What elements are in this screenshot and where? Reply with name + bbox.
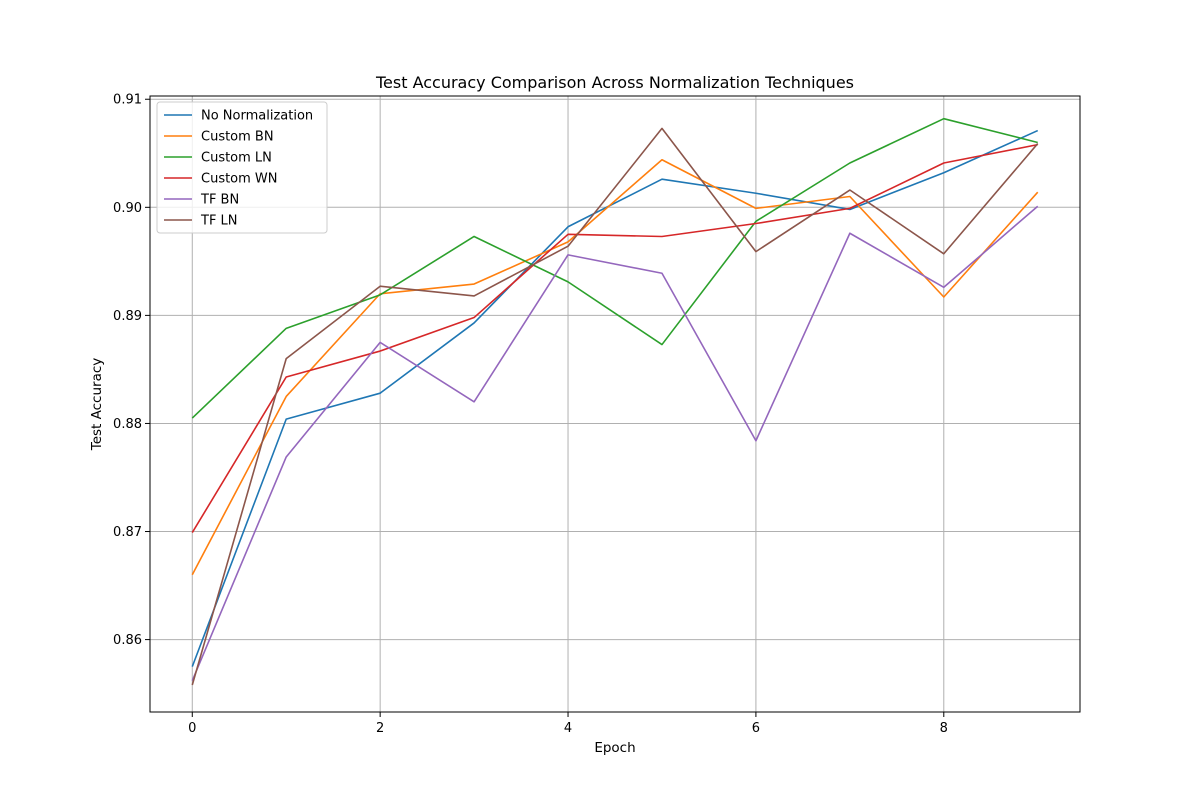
plot-frame bbox=[149, 95, 1081, 713]
y-tick-label: 0.86 bbox=[113, 633, 142, 648]
legend-label: TF BN bbox=[200, 193, 239, 208]
series-line-custom-ln bbox=[191, 117, 1038, 419]
y-tick-label: 0.90 bbox=[113, 201, 142, 216]
legend-label: TF LN bbox=[200, 214, 238, 229]
legend-label: Custom LN bbox=[201, 151, 272, 166]
x-tick-label: 2 bbox=[376, 721, 384, 736]
series-line-custom-wn bbox=[191, 143, 1038, 534]
series-line-custom-bn bbox=[191, 158, 1039, 576]
series-line-no-normalization bbox=[191, 129, 1039, 667]
axis-ticks: 0 2 4 6 8 0.86 0.87 0.88 0.89 0.90 0.91 bbox=[113, 93, 948, 736]
chart-title: Test Accuracy Comparison Across Normaliz… bbox=[375, 73, 854, 92]
x-tick-label: 8 bbox=[940, 721, 948, 736]
legend-box bbox=[156, 101, 328, 234]
y-tick-label: 0.87 bbox=[113, 525, 142, 540]
x-tick-label: 4 bbox=[564, 721, 572, 736]
x-tick-label: 6 bbox=[752, 721, 760, 736]
legend-label: Custom WN bbox=[201, 172, 278, 187]
series-lines bbox=[191, 117, 1039, 686]
grid bbox=[150, 96, 1080, 712]
series-line-tf-ln bbox=[191, 127, 1039, 686]
y-axis-label: Test Accuracy bbox=[89, 358, 105, 452]
legend: No Normalization Custom BN Custom LN Custom… bbox=[156, 101, 328, 234]
x-tick-label: 0 bbox=[188, 721, 196, 736]
y-tick-label: 0.88 bbox=[113, 417, 142, 432]
y-tick-label: 0.91 bbox=[113, 93, 142, 108]
series-line-tf-bn bbox=[191, 205, 1039, 681]
legend-label: Custom BN bbox=[201, 130, 274, 145]
y-tick-label: 0.89 bbox=[113, 309, 142, 324]
x-axis-label: Epoch bbox=[594, 740, 635, 756]
legend-label: No Normalization bbox=[201, 109, 313, 124]
